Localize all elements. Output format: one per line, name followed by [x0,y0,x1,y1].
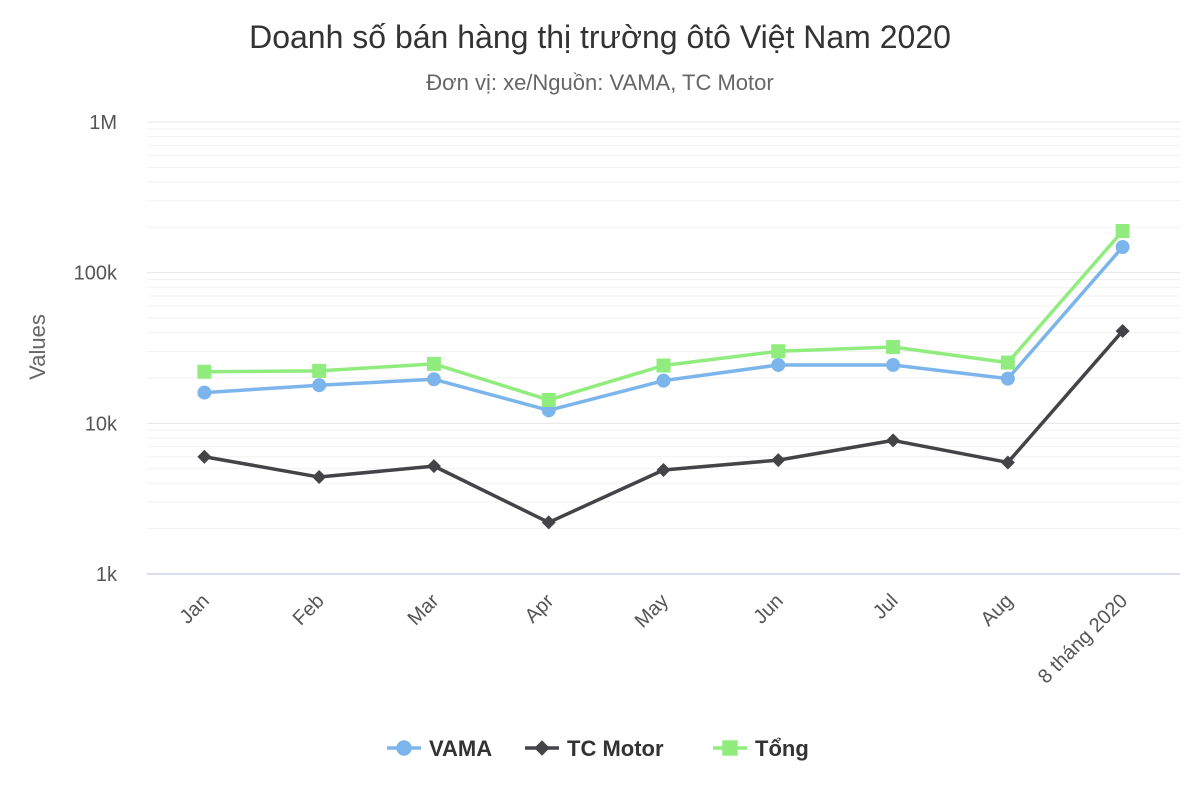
legend-label: Tổng [755,736,809,761]
data-point [426,356,441,371]
data-point [541,392,556,407]
data-point [426,459,441,474]
data-point [426,372,441,387]
x-axis-ticks: Jan Feb Mar Apr May Jun Jul Aug 8 tháng 2020 [176,590,1133,688]
data-point [1115,224,1130,239]
chart-subtitle: Đơn vị: xe/Nguồn: VAMA, TC Motor [426,70,773,95]
data-point [1000,455,1015,470]
data-point [534,740,550,756]
x-tick-label: Jul [869,590,903,624]
x-tick-label: Apr [521,590,559,628]
series-tổng [197,224,1130,407]
series-vama [197,240,1130,418]
data-point [886,433,901,448]
legend-label: VAMA [429,736,492,761]
y-axis-ticks: 1k 10k 100k 1M [74,112,118,586]
data-point [771,357,786,372]
data-point [771,453,786,468]
data-point [197,449,212,464]
x-tick-label: May [631,590,673,632]
data-point [312,363,327,378]
data-point [197,364,212,379]
data-point [886,357,901,372]
y-tick-label: 1M [89,112,117,134]
data-point [197,385,212,400]
data-point [656,463,671,478]
data-point [886,340,901,355]
series-tc-motor [197,324,1130,530]
data-point [722,740,738,756]
legend-label: TC Motor [567,736,664,761]
x-tick-label: Aug [977,590,1018,631]
legend-item: TC Motor [525,736,664,761]
data-point [1115,240,1130,255]
data-point [656,373,671,388]
y-tick-label: 10k [85,413,118,435]
x-tick-label: Feb [289,590,329,630]
series-group [197,224,1130,530]
data-point [1000,371,1015,386]
y-tick-label: 100k [74,263,118,285]
chart-title: Doanh số bán hàng thị trường ôtô Việt Na… [249,19,951,55]
data-point [656,358,671,373]
grid [147,121,1180,575]
data-point [1000,355,1015,370]
x-tick-label: Mar [404,590,444,630]
data-point [1115,324,1130,339]
legend-item: Tổng [713,736,809,761]
data-point [312,470,327,485]
legend-item: VAMA [387,736,492,761]
x-tick-label: Jun [749,590,787,628]
data-point [771,344,786,359]
data-point [312,378,327,393]
x-tick-label: 8 tháng 2020 [1034,590,1132,688]
data-point [396,740,412,756]
y-tick-label: 1k [96,564,118,586]
data-point [541,515,556,530]
x-tick-label: Jan [176,590,214,628]
legend: VAMA TC Motor Tổng [387,736,809,761]
y-axis-label: Values [25,314,50,380]
